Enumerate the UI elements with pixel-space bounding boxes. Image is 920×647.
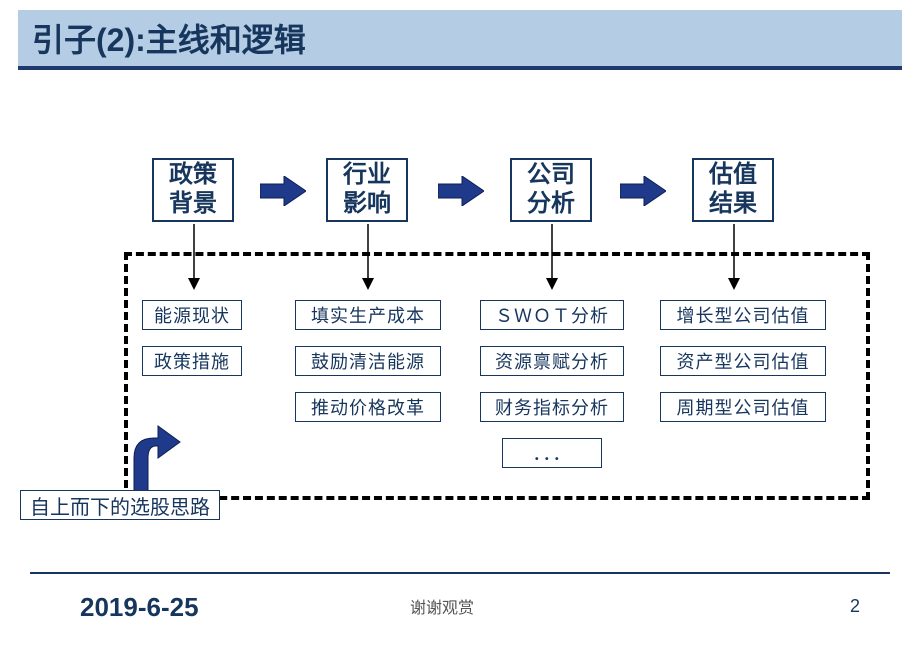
slide-title-bar: 引子(2):主线和逻辑 xyxy=(18,10,902,70)
top-box-2: 公司分析 xyxy=(510,158,592,222)
flow-arrow-right-icon xyxy=(620,176,666,211)
top-box-0: 政策背景 xyxy=(152,158,234,222)
sub-box-9: 增长型公司估值 xyxy=(660,300,826,330)
bottom-label-text: 自上而下的选股思路 xyxy=(30,491,210,520)
sub-box-2: 填实生产成本 xyxy=(295,300,441,330)
top-box-3: 估值结果 xyxy=(692,158,774,222)
footer-divider xyxy=(30,572,890,574)
sub-box-4: 推动价格改革 xyxy=(295,392,441,422)
footer-center-text: 谢谢观赏 xyxy=(410,594,474,618)
sub-box-5: ＳＷＯＴ分析 xyxy=(480,300,624,330)
sub-box-0: 能源现状 xyxy=(142,300,242,330)
footer-page-number: 2 xyxy=(850,596,860,617)
sub-box-8: ．．． xyxy=(502,438,602,468)
footer-date: 2019-6-25 xyxy=(80,592,199,623)
slide-title: 引子(2):主线和逻辑 xyxy=(32,15,306,61)
sub-box-7: 财务指标分析 xyxy=(480,392,624,422)
top-box-1: 行业影响 xyxy=(326,158,408,222)
sub-box-3: 鼓励清洁能源 xyxy=(295,346,441,376)
flow-arrow-right-icon xyxy=(260,176,306,211)
sub-box-10: 资产型公司估值 xyxy=(660,346,826,376)
sub-box-6: 资源禀赋分析 xyxy=(480,346,624,376)
bottom-label-box: 自上而下的选股思路 xyxy=(20,490,220,520)
flow-arrow-right-icon xyxy=(438,176,484,211)
sub-box-11: 周期型公司估值 xyxy=(660,392,826,422)
dashed-container xyxy=(124,252,870,500)
sub-box-1: 政策措施 xyxy=(142,346,242,376)
